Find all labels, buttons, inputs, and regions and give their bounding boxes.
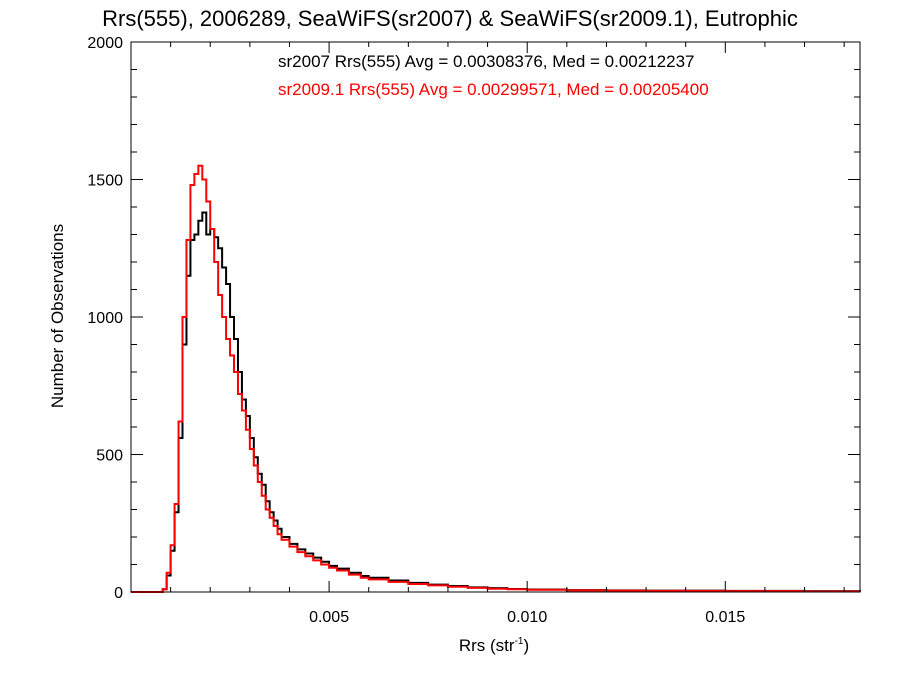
plot-frame xyxy=(130,41,861,593)
x-axis-label: Rrs (str-1) xyxy=(459,636,529,656)
x-axis-label-close: ) xyxy=(523,636,530,655)
x-axis-label-base: Rrs (str xyxy=(458,636,515,655)
series-line-1 xyxy=(131,164,860,593)
y-tick-label: 1000 xyxy=(87,310,123,327)
x-axis-label-sup: -1 xyxy=(514,636,524,647)
y-tick-label: 1500 xyxy=(87,173,123,190)
series-line-0 xyxy=(131,211,861,593)
annotation-sr2009: sr2009.1 Rrs(555) Avg = 0.00299571, Med … xyxy=(278,80,709,99)
x-tick-label: 0.010 xyxy=(507,609,547,626)
chart-title: Rrs(555), 2006289, SeaWiFS(sr2007) & Sea… xyxy=(102,6,798,31)
x-tick-label: 0.005 xyxy=(309,609,349,626)
x-tick-label: 0.015 xyxy=(705,609,745,626)
y-tick-label: 2000 xyxy=(87,35,123,52)
y-tick-label: 500 xyxy=(96,448,123,465)
annotation-sr2007: sr2007 Rrs(555) Avg = 0.00308376, Med = … xyxy=(278,52,695,71)
y-tick-label: 0 xyxy=(114,585,123,602)
